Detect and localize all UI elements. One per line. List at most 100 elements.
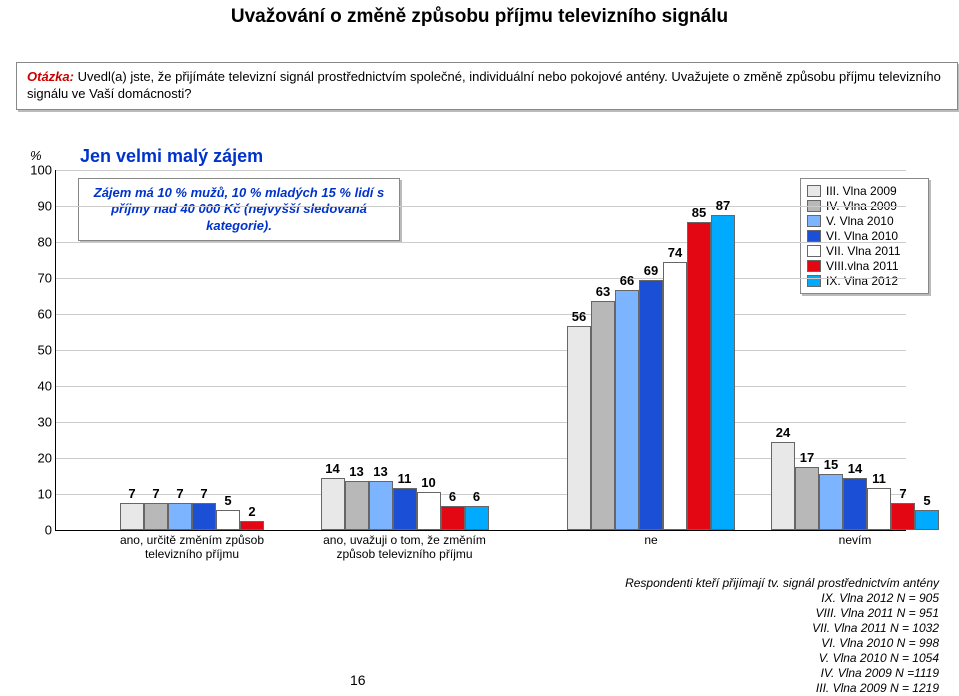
bar-value-label: 56 bbox=[572, 309, 586, 324]
bar bbox=[915, 510, 939, 530]
footer-line: III. Vlna 2009 N = 1219 bbox=[439, 681, 939, 696]
bar-value-label: 13 bbox=[373, 464, 387, 479]
y-tick-label: 40 bbox=[22, 379, 56, 394]
bar bbox=[567, 326, 591, 530]
bar bbox=[663, 262, 687, 530]
bar-wrap: 13 bbox=[345, 481, 369, 530]
footer-notes: Respondenti kteří přijímají tv. signál p… bbox=[439, 576, 939, 696]
footer-line: Respondenti kteří přijímají tv. signál p… bbox=[439, 576, 939, 591]
bar-wrap: 2 bbox=[240, 521, 264, 530]
bar-group: 241715141175nevím bbox=[770, 170, 940, 530]
category-label: nevím bbox=[770, 530, 940, 548]
bar-value-label: 6 bbox=[473, 489, 480, 504]
y-tick-label: 70 bbox=[22, 271, 56, 286]
bar bbox=[711, 215, 735, 530]
bar bbox=[240, 521, 264, 530]
bar-value-label: 5 bbox=[923, 493, 930, 508]
bar bbox=[891, 503, 915, 530]
bar bbox=[345, 481, 369, 530]
bar-value-label: 63 bbox=[596, 284, 610, 299]
bar-value-label: 6 bbox=[449, 489, 456, 504]
bar bbox=[795, 467, 819, 530]
bar-value-label: 87 bbox=[716, 198, 730, 213]
bar-group: 141313111066ano, uvažuji o tom, že změní… bbox=[320, 170, 490, 530]
bar-value-label: 85 bbox=[692, 205, 706, 220]
bar-value-label: 24 bbox=[776, 425, 790, 440]
bar-wrap: 56 bbox=[567, 326, 591, 530]
bar-value-label: 15 bbox=[824, 457, 838, 472]
bar bbox=[216, 510, 240, 530]
bar-wrap: 7 bbox=[168, 503, 192, 530]
bar-value-label: 2 bbox=[248, 504, 255, 519]
bar bbox=[321, 478, 345, 530]
bar-wrap: 63 bbox=[591, 301, 615, 530]
bar bbox=[843, 478, 867, 530]
bar-wrap: 15 bbox=[819, 474, 843, 530]
y-tick-label: 90 bbox=[22, 199, 56, 214]
bar-wrap: 10 bbox=[417, 492, 441, 530]
bar bbox=[144, 503, 168, 530]
footer-line: VII. Vlna 2011 N = 1032 bbox=[439, 621, 939, 636]
bar bbox=[687, 222, 711, 530]
bar bbox=[819, 474, 843, 530]
bar-value-label: 7 bbox=[899, 486, 906, 501]
bars-row: 241715141175 bbox=[770, 442, 940, 530]
question-prefix: Otázka: bbox=[27, 69, 74, 84]
bar bbox=[168, 503, 192, 530]
bar-wrap: 6 bbox=[465, 506, 489, 530]
bar-wrap: 66 bbox=[615, 290, 639, 530]
y-tick-label: 80 bbox=[22, 235, 56, 250]
bar-wrap: 7 bbox=[120, 503, 144, 530]
bar-value-label: 69 bbox=[644, 263, 658, 278]
bar-wrap: 17 bbox=[795, 467, 819, 530]
bar-wrap: 24 bbox=[771, 442, 795, 530]
bar-wrap: 14 bbox=[843, 478, 867, 530]
bar-wrap: 69 bbox=[639, 280, 663, 530]
bar-value-label: 66 bbox=[620, 273, 634, 288]
bar-wrap: 7 bbox=[891, 503, 915, 530]
bar bbox=[393, 488, 417, 530]
bar-wrap: 7 bbox=[192, 503, 216, 530]
bar bbox=[867, 488, 891, 530]
bar-wrap: 11 bbox=[393, 488, 417, 530]
bar-value-label: 74 bbox=[668, 245, 682, 260]
y-tick-label: 10 bbox=[22, 487, 56, 502]
category-label: ano, uvažuji o tom, že změním způsob tel… bbox=[320, 530, 490, 562]
bar-value-label: 11 bbox=[398, 471, 412, 486]
y-tick-label: 60 bbox=[22, 307, 56, 322]
bar bbox=[591, 301, 615, 530]
footer-line: VI. Vlna 2010 N = 998 bbox=[439, 636, 939, 651]
question-box: Otázka: Uvedl(a) jste, že přijímáte tele… bbox=[16, 62, 958, 110]
bar-value-label: 7 bbox=[152, 486, 159, 501]
bar-wrap: 5 bbox=[216, 510, 240, 530]
bar bbox=[639, 280, 663, 530]
bar-value-label: 7 bbox=[200, 486, 207, 501]
bar bbox=[192, 503, 216, 530]
bar-wrap: 87 bbox=[711, 215, 735, 530]
bar bbox=[771, 442, 795, 530]
bar-wrap: 11 bbox=[867, 488, 891, 530]
category-label: ne bbox=[566, 530, 736, 548]
footer-line: V. Vlna 2010 N = 1054 bbox=[439, 651, 939, 666]
y-tick-label: 100 bbox=[22, 163, 56, 178]
page-number: 16 bbox=[350, 672, 366, 688]
chart-title: Uvažování o změně způsobu příjmu televiz… bbox=[0, 6, 959, 28]
bar bbox=[465, 506, 489, 530]
bar-wrap: 6 bbox=[441, 506, 465, 530]
bar-value-label: 10 bbox=[421, 475, 435, 490]
bar-value-label: 7 bbox=[128, 486, 135, 501]
y-tick-label: 30 bbox=[22, 415, 56, 430]
bar-wrap: 85 bbox=[687, 222, 711, 530]
bar-group: 56636669748587ne bbox=[566, 170, 736, 530]
plot-area: 0102030405060708090100777752ano, určitě … bbox=[55, 170, 906, 531]
bar-value-label: 5 bbox=[224, 493, 231, 508]
bar-wrap: 74 bbox=[663, 262, 687, 530]
bar-wrap: 14 bbox=[321, 478, 345, 530]
bar-wrap: 5 bbox=[915, 510, 939, 530]
bar bbox=[615, 290, 639, 530]
category-label: ano, určitě změním způsob televizního př… bbox=[107, 530, 277, 562]
bar-value-label: 14 bbox=[325, 461, 339, 476]
bar-value-label: 7 bbox=[176, 486, 183, 501]
bar bbox=[417, 492, 441, 530]
y-tick-label: 20 bbox=[22, 451, 56, 466]
